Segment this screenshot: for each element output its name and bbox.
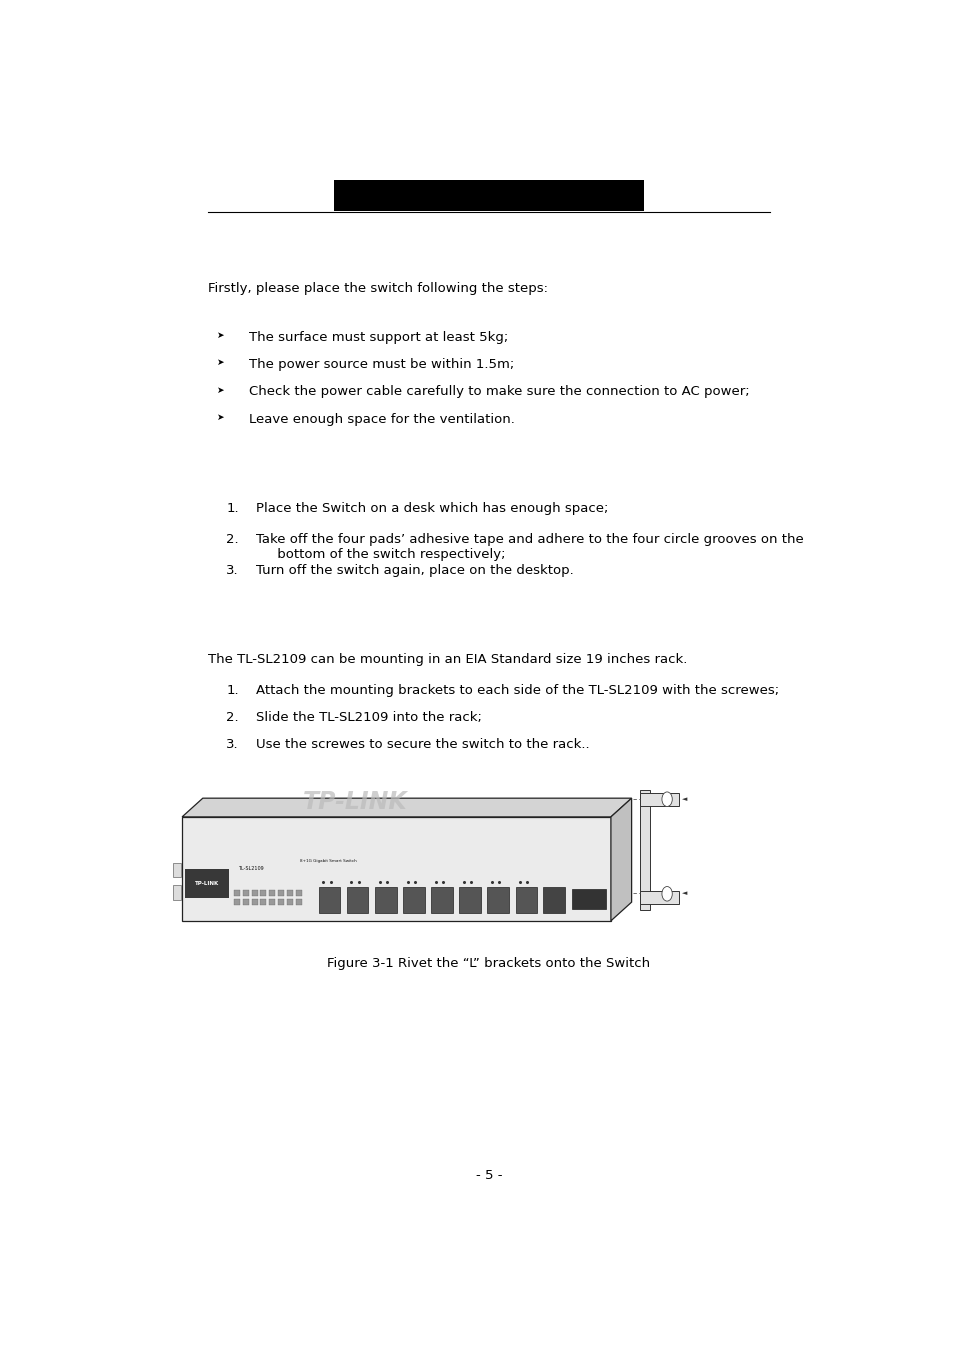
- Text: TL-SL2109: TL-SL2109: [237, 867, 263, 871]
- Bar: [639, 891, 679, 904]
- Bar: [431, 887, 453, 913]
- Bar: [252, 890, 257, 896]
- Polygon shape: [610, 798, 631, 921]
- Bar: [182, 817, 610, 921]
- Bar: [572, 888, 605, 910]
- Text: Figure 3-1 Rivet the “L” brackets onto the Switch: Figure 3-1 Rivet the “L” brackets onto t…: [327, 957, 650, 971]
- Bar: [242, 890, 249, 896]
- Bar: [185, 869, 229, 898]
- Text: 1.: 1.: [226, 502, 239, 514]
- Circle shape: [661, 792, 672, 806]
- Bar: [287, 890, 293, 896]
- Bar: [269, 899, 275, 906]
- Text: Slide the TL-SL2109 into the rack;: Slide the TL-SL2109 into the rack;: [255, 711, 481, 724]
- Bar: [173, 886, 180, 900]
- Text: 2.: 2.: [226, 711, 239, 724]
- Text: Place the Switch on a desk which has enough space;: Place the Switch on a desk which has eno…: [255, 502, 608, 514]
- Bar: [334, 180, 643, 211]
- Text: Take off the four pads’ adhesive tape and adhere to the four circle grooves on t: Take off the four pads’ adhesive tape an…: [255, 533, 803, 562]
- Circle shape: [661, 887, 672, 900]
- Bar: [375, 887, 396, 913]
- Text: Turn off the switch again, place on the desktop.: Turn off the switch again, place on the …: [255, 564, 573, 578]
- Bar: [278, 890, 284, 896]
- Bar: [295, 899, 301, 906]
- Bar: [295, 890, 301, 896]
- Bar: [347, 887, 368, 913]
- Bar: [260, 899, 266, 906]
- Text: Leave enough space for the ventilation.: Leave enough space for the ventilation.: [249, 413, 514, 425]
- Text: 1.: 1.: [226, 684, 239, 697]
- Text: 8+1G Gigabit Smart Switch: 8+1G Gigabit Smart Switch: [300, 859, 356, 863]
- Bar: [542, 887, 564, 913]
- Bar: [318, 887, 340, 913]
- Bar: [233, 890, 239, 896]
- Bar: [269, 890, 275, 896]
- Text: ◄: ◄: [681, 796, 686, 802]
- Bar: [403, 887, 424, 913]
- Bar: [278, 899, 284, 906]
- Text: TP-LINK: TP-LINK: [195, 882, 219, 886]
- Bar: [260, 890, 266, 896]
- Bar: [515, 887, 537, 913]
- Text: ➤: ➤: [216, 413, 224, 421]
- Text: Firstly, please place the switch following the steps:: Firstly, please place the switch followi…: [208, 282, 547, 294]
- Text: ◄: ◄: [681, 890, 686, 896]
- Bar: [173, 863, 180, 878]
- Text: 3.: 3.: [226, 738, 239, 751]
- Text: The TL-SL2109 can be mounting in an EIA Standard size 19 inches rack.: The TL-SL2109 can be mounting in an EIA …: [208, 652, 686, 666]
- Text: ➤: ➤: [216, 332, 224, 340]
- Bar: [252, 899, 257, 906]
- Text: ➤: ➤: [216, 386, 224, 394]
- Text: - 5 -: - 5 -: [476, 1169, 501, 1183]
- Text: TP-LINK: TP-LINK: [302, 790, 407, 814]
- Bar: [233, 899, 239, 906]
- Text: 3.: 3.: [226, 564, 239, 578]
- Polygon shape: [182, 798, 631, 817]
- Text: ➤: ➤: [216, 359, 224, 367]
- Bar: [639, 792, 679, 806]
- Text: 2.: 2.: [226, 533, 239, 547]
- Bar: [639, 790, 649, 910]
- Bar: [459, 887, 480, 913]
- Bar: [287, 899, 293, 906]
- Text: Check the power cable carefully to make sure the connection to AC power;: Check the power cable carefully to make …: [249, 386, 748, 398]
- Text: The surface must support at least 5kg;: The surface must support at least 5kg;: [249, 332, 507, 344]
- Text: The power source must be within 1.5m;: The power source must be within 1.5m;: [249, 359, 514, 371]
- Text: Attach the mounting brackets to each side of the TL-SL2109 with the screwes;: Attach the mounting brackets to each sid…: [255, 684, 779, 697]
- Bar: [242, 899, 249, 906]
- Bar: [487, 887, 508, 913]
- Text: Use the screwes to secure the switch to the rack..: Use the screwes to secure the switch to …: [255, 738, 589, 751]
